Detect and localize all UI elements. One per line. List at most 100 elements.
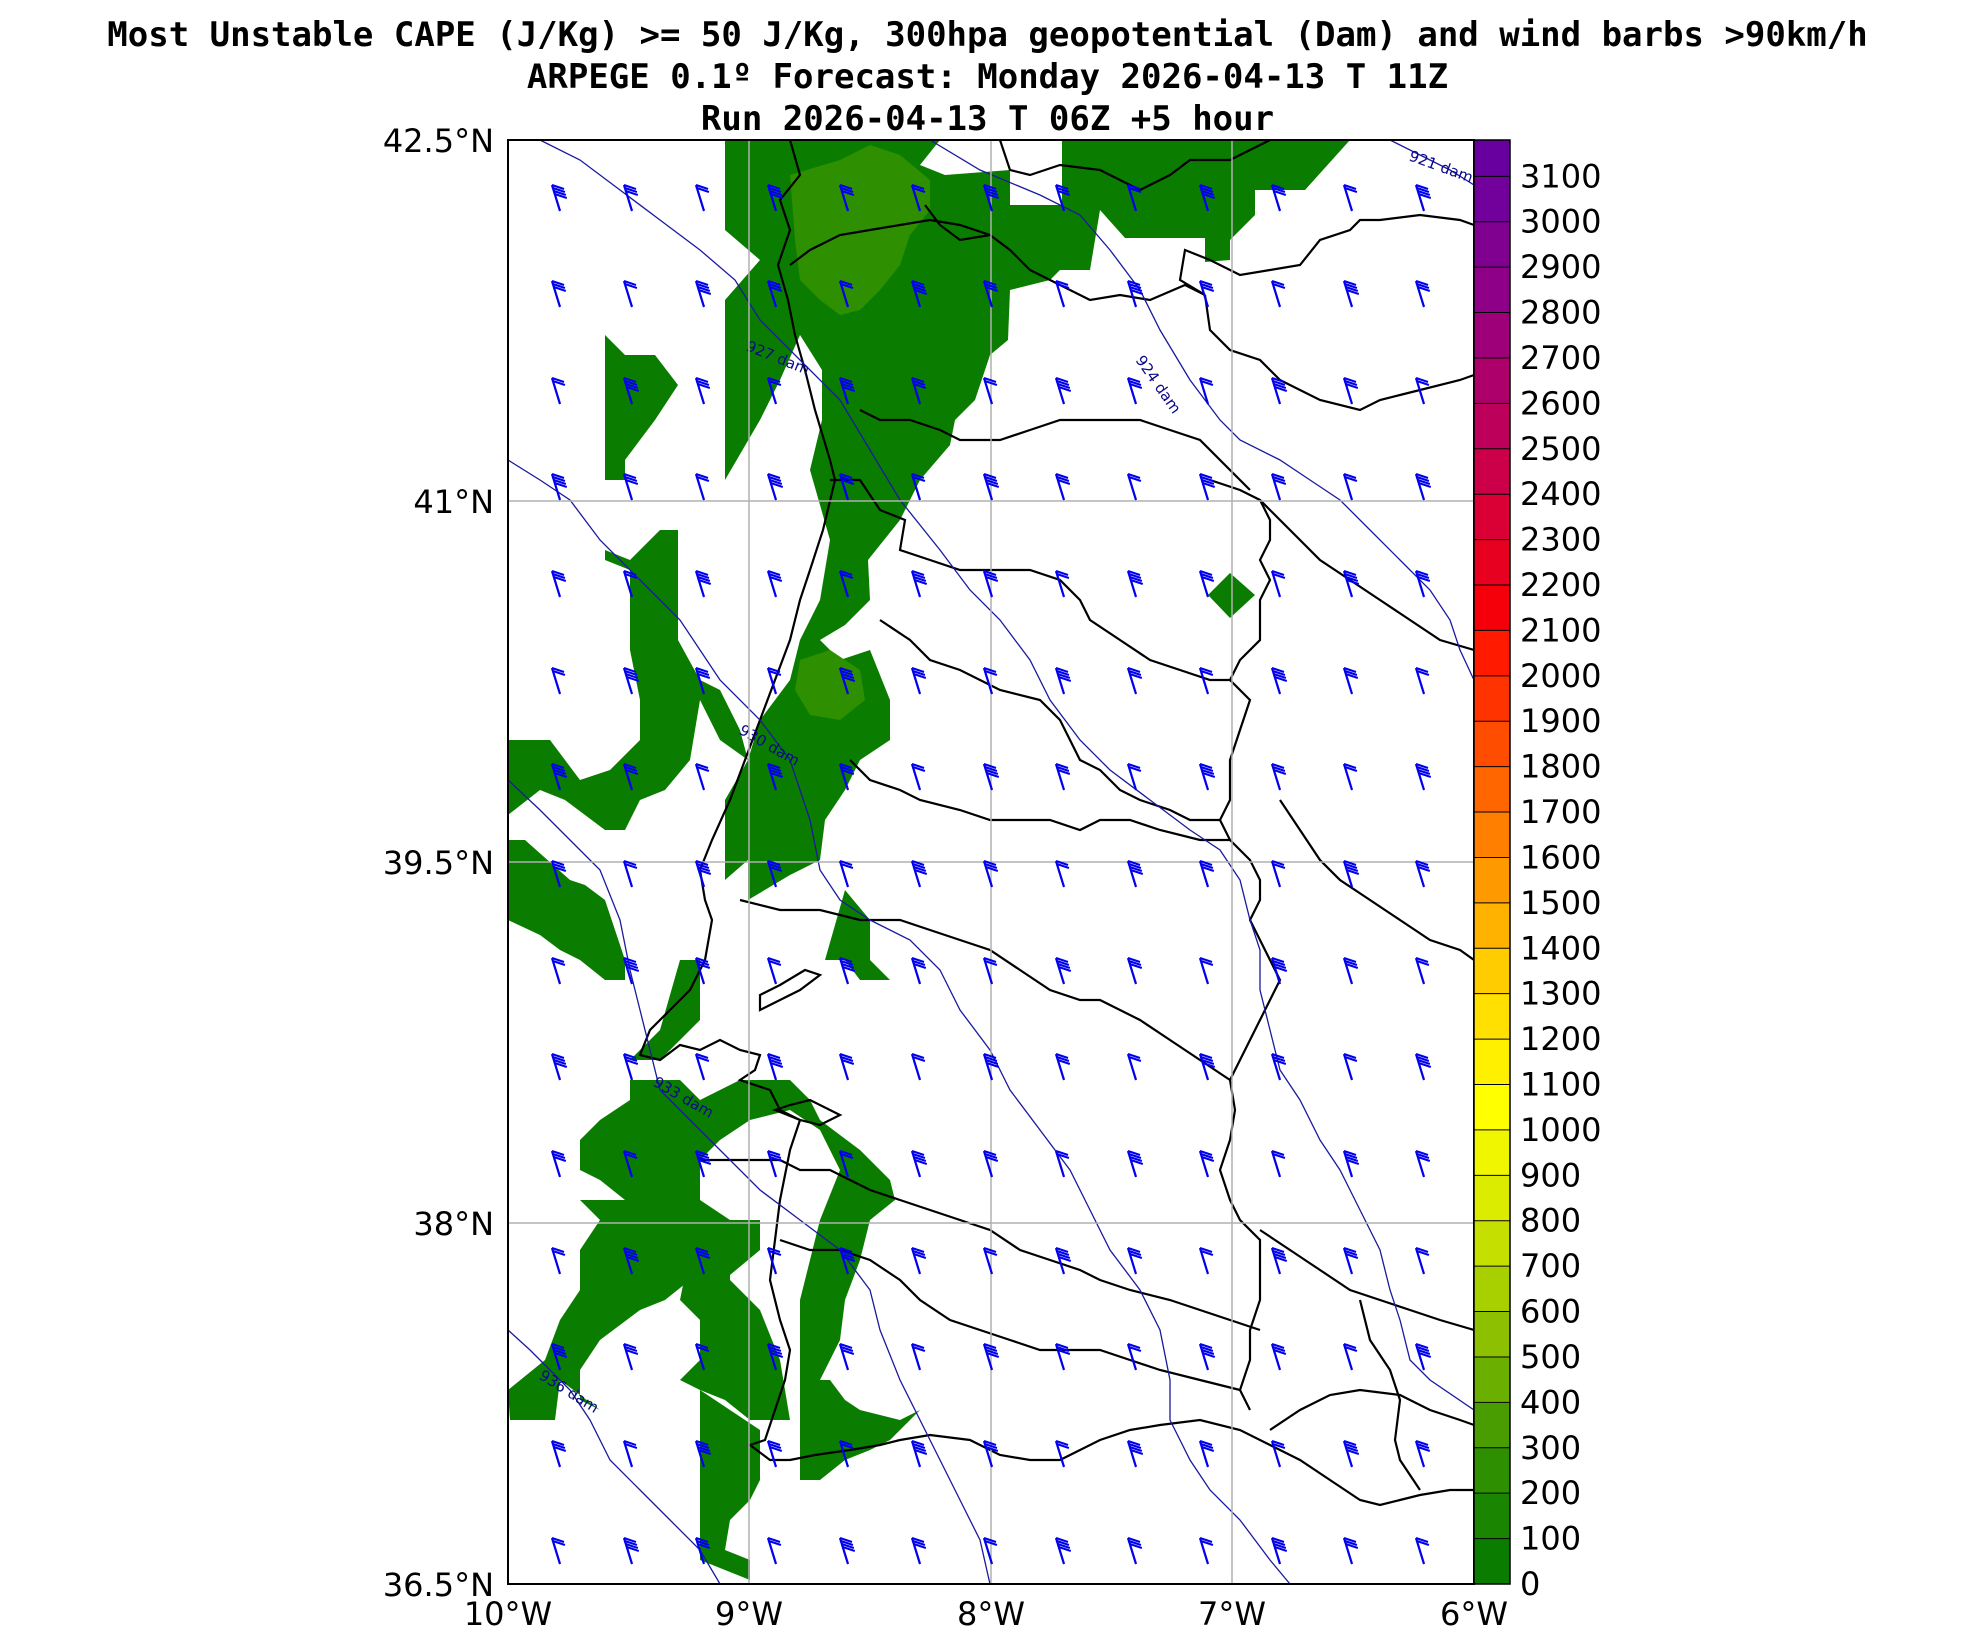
district-border-3 (879, 619, 1220, 822)
wind-barb (766, 763, 784, 791)
wind-barb (1198, 1343, 1216, 1371)
wind-barb (910, 377, 927, 405)
wind-barb (1198, 1440, 1215, 1468)
wind-barb (1054, 1440, 1070, 1468)
wind-barb (1270, 667, 1288, 695)
wind-barb (910, 280, 928, 308)
wind-barb (1414, 1247, 1430, 1275)
colorbar-swatch (1474, 221, 1510, 268)
colorbar-label: 2000 (1520, 657, 1601, 695)
wind-barb (1342, 1247, 1359, 1275)
map-area: 921 dam 924 dam 927 dam 930 dam 933 dam … (508, 140, 1474, 1584)
wind-barb (1054, 1247, 1072, 1275)
wind-barb (694, 1343, 710, 1371)
cape-region-mid-east (825, 890, 890, 980)
cape-region-nw-blob (605, 335, 678, 480)
colorbar-label: 600 (1520, 1293, 1581, 1331)
district-border-1 (859, 409, 1251, 491)
wind-barb (694, 280, 712, 308)
wind-barb (622, 570, 638, 598)
wind-barb (982, 184, 1000, 212)
wind-barb (1126, 473, 1142, 501)
wind-barb (838, 1343, 855, 1371)
cape-region-north (725, 140, 1350, 900)
map-title: Most Unstable CAPE (J/Kg) >= 50 J/Kg, 30… (0, 14, 1975, 140)
colorbar-swatch (1474, 267, 1510, 314)
colorbar-label: 1300 (1520, 975, 1601, 1013)
colorbar-label: 1600 (1520, 838, 1601, 876)
title-line-2: ARPEGE 0.1º Forecast: Monday 2026-04-13 … (526, 57, 1449, 97)
wind-barb (910, 570, 928, 598)
wind-barb (1126, 957, 1143, 985)
wind-barb (622, 280, 638, 308)
wind-barb (766, 1150, 783, 1178)
colorbar-label: 1100 (1520, 1066, 1601, 1104)
district-border-6 (700, 1158, 1261, 1332)
wind-barb (1342, 184, 1358, 212)
wind-barb (1414, 280, 1431, 308)
wind-barb (1270, 1537, 1288, 1565)
wind-barb (1126, 377, 1143, 405)
district-border-5 (739, 898, 1231, 1081)
wind-barb (1054, 667, 1072, 695)
colorbar-label: 2500 (1520, 430, 1601, 468)
colorbar-swatch (1474, 948, 1510, 995)
lon-label-10w: 10°W (464, 1595, 552, 1633)
wind-barb (1270, 377, 1288, 405)
wind-barb (1126, 570, 1144, 598)
wind-barb (694, 1150, 712, 1178)
wind-barb (982, 473, 1000, 501)
wind-barb (1270, 280, 1286, 308)
wind-barb (838, 667, 856, 695)
wind-barb (766, 570, 783, 598)
wind-barb (622, 1053, 639, 1081)
wind-barb (838, 763, 855, 791)
wind-barb (1198, 377, 1214, 405)
wind-barb (1054, 860, 1070, 888)
wind-barb (1126, 1343, 1142, 1371)
wind-barb (838, 860, 854, 888)
colorbar-swatch (1474, 1175, 1510, 1222)
colorbar-swatch (1474, 1266, 1510, 1313)
wind-barb (550, 763, 568, 791)
colorbar-swatch (1474, 1220, 1510, 1267)
wind-barb (550, 957, 566, 985)
colorbar-swatch (1474, 1356, 1510, 1403)
wind-barb (622, 473, 639, 501)
wind-barb (766, 1053, 784, 1081)
wind-barb (1342, 860, 1360, 888)
colorbar-label: 2700 (1520, 339, 1601, 377)
wind-barb (910, 1537, 927, 1565)
wind-barb (694, 377, 711, 405)
wind-barb (694, 473, 710, 501)
colorbar-label: 3100 (1520, 157, 1601, 195)
wind-barb (622, 1440, 638, 1468)
colorbar-swatch (1474, 721, 1510, 768)
wind-barb (1054, 1343, 1071, 1371)
wind-barb (1198, 184, 1216, 212)
latitude-labels: 42.5°N 41°N 39.5°N 38°N 36.5°N (383, 122, 494, 1604)
wind-barb (1270, 1440, 1286, 1468)
contour-924 (929, 140, 1474, 681)
wind-barb (694, 1440, 712, 1468)
wind-barb (1054, 184, 1071, 212)
wind-barb (694, 763, 710, 791)
colorbar-label: 1800 (1520, 748, 1601, 786)
wind-barb (1342, 280, 1360, 308)
cape-mid-region-north (790, 145, 930, 315)
colorbar-swatch (1474, 766, 1510, 813)
wind-barb (1054, 377, 1072, 405)
wind-barb (1198, 1150, 1215, 1178)
colorbar-swatch (1474, 176, 1510, 223)
colorbar-swatch (1474, 539, 1510, 586)
border-north-east (924, 204, 991, 242)
colorbar-swatch (1474, 494, 1510, 541)
wind-barb (1414, 1537, 1430, 1565)
wind-barb (838, 184, 855, 212)
wind-barb (1270, 1247, 1288, 1275)
colorbar-label: 2900 (1520, 248, 1601, 286)
wind-barb (622, 184, 639, 212)
wind-barb (1342, 1150, 1360, 1178)
wind-barb (1414, 1343, 1432, 1371)
wind-barb (1342, 763, 1358, 791)
